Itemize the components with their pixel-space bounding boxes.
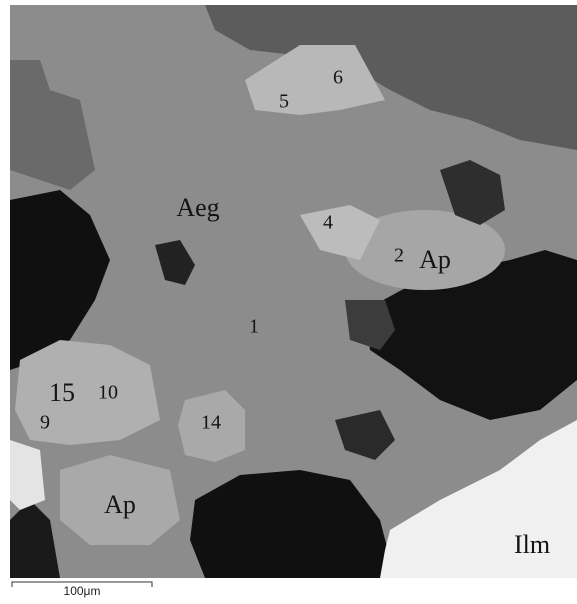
point-label: 10 xyxy=(98,382,118,404)
point-label: 15 xyxy=(49,378,75,407)
mineral-label: Aeg xyxy=(176,193,219,222)
micrograph-figure: 6 5 Aeg 4 2 Ap 1 15 10 9 14 Ap Ilm 100μm xyxy=(0,0,577,599)
mineral-label: Ap xyxy=(104,490,136,519)
point-label: 14 xyxy=(201,412,221,434)
point-label: 9 xyxy=(40,412,50,434)
point-label: 2 xyxy=(394,245,404,267)
mineral-label: Ap xyxy=(419,245,451,274)
page: {"image": {"labels": ["6", "5", "Aeg", "… xyxy=(0,0,577,599)
point-label: 6 xyxy=(333,67,343,89)
mineral-label: Ilm xyxy=(514,530,550,559)
bright-grain xyxy=(10,440,45,510)
scale-bar: 100μm xyxy=(12,582,152,598)
point-label: 1 xyxy=(249,316,259,338)
point-label: 5 xyxy=(279,91,289,113)
micrograph xyxy=(10,5,577,578)
scale-bar-label: 100μm xyxy=(64,584,101,598)
point-label: 4 xyxy=(323,212,333,234)
